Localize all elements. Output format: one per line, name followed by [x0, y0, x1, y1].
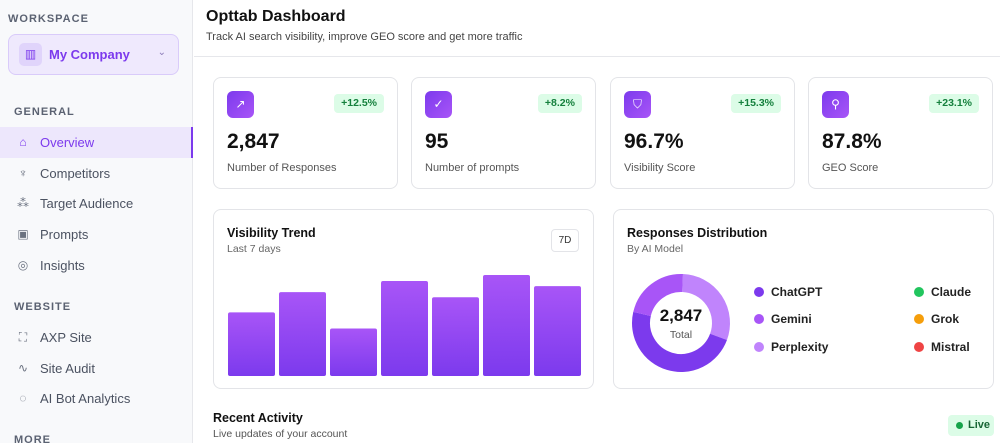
legend-label: Gemini — [771, 312, 812, 326]
trophy-icon: ♆ — [18, 166, 28, 180]
sidebar-item-label: Prompts — [40, 227, 89, 242]
sidebar-item-axp-site[interactable]: ⛶ AXP Site — [0, 322, 193, 353]
workspace-selector[interactable]: ▥ My Company ⌄ — [8, 34, 179, 75]
stat-value: 2,847 — [227, 130, 280, 153]
chevron-down-icon: ⌄ — [157, 47, 166, 58]
bar — [330, 328, 377, 376]
gauge-icon: ◎ — [17, 258, 29, 272]
users-icon: ⁂ — [17, 196, 29, 210]
sidebar-item-insights[interactable]: ◎ Insights — [0, 250, 193, 281]
live-badge: Live — [948, 415, 994, 436]
stat-card-responses: ↗ +12.5% 2,847 Number of Responses — [213, 77, 398, 189]
change-badge: +23.1% — [929, 94, 979, 113]
distribution-card: Responses Distribution By AI Model 2,847… — [613, 209, 994, 389]
bar — [534, 286, 581, 376]
sidebar-item-label: AI Bot Analytics — [40, 391, 131, 406]
sidebar-item-target-audience[interactable]: ⁂ Target Audience — [0, 188, 193, 219]
legend-label: ChatGPT — [771, 285, 823, 299]
sidebar-item-overview[interactable]: ⌂ Overview — [0, 127, 193, 158]
stat-card-visibility: ⛉ +15.3% 96.7% Visibility Score — [610, 77, 795, 189]
donut-total-label: Total — [669, 329, 693, 341]
stat-card-geo: ⚲ +23.1% 87.8% GEO Score — [808, 77, 993, 189]
stat-value: 87.8% — [822, 130, 882, 153]
live-dot-icon — [956, 422, 963, 429]
terminal-icon: ▣ — [17, 227, 29, 241]
card-subtitle: By AI Model — [627, 243, 684, 255]
page-subtitle: Track AI search visibility, improve GEO … — [206, 31, 523, 43]
page-title: Opttab Dashboard — [206, 8, 346, 25]
sidebar-item-label: Site Audit — [40, 361, 95, 376]
workspace-name: My Company — [49, 47, 130, 62]
stat-value: 96.7% — [624, 130, 684, 153]
stat-label: Number of Responses — [227, 162, 337, 174]
check-circle-icon: ✓ — [425, 91, 452, 118]
change-badge: +12.5% — [334, 94, 384, 113]
section-more: MORE — [14, 434, 51, 446]
sidebar-item-prompts[interactable]: ▣ Prompts — [0, 219, 193, 250]
change-badge: +15.3% — [731, 94, 781, 113]
bar — [228, 312, 275, 376]
legend-label: Claude — [931, 285, 972, 299]
bar-chart — [228, 275, 581, 376]
visibility-trend-card: Visibility Trend Last 7 days 7D — [213, 209, 594, 389]
legend-dot — [754, 342, 764, 352]
card-subtitle: Last 7 days — [227, 243, 281, 255]
legend-label: Perplexity — [771, 340, 829, 354]
donut-slice-gemini — [633, 274, 683, 317]
sidebar-item-ai-bot-analytics[interactable]: ◌ AI Bot Analytics — [0, 383, 193, 414]
legend-dot — [914, 287, 924, 297]
recent-activity-subtitle: Live updates of your account — [213, 428, 348, 440]
stat-label: Number of prompts — [425, 162, 520, 174]
sidebar: WORKSPACE ▥ My Company ⌄ GENERAL ⌂ Overvi… — [0, 0, 193, 446]
section-general: GENERAL — [14, 106, 75, 118]
workspace-label: WORKSPACE — [8, 13, 89, 25]
legend-dot — [914, 342, 924, 352]
stat-label: GEO Score — [822, 162, 879, 174]
building-icon: ▥ — [19, 43, 42, 66]
donut-slice-chatgpt — [632, 311, 727, 372]
bar — [483, 275, 530, 376]
sidebar-item-label: Insights — [40, 258, 85, 273]
recent-activity-title: Recent Activity — [213, 411, 303, 425]
legend-dot — [754, 314, 764, 324]
section-website: WEBSITE — [14, 301, 72, 313]
trending-up-icon: ↗ — [227, 91, 254, 118]
donut-total: 2,847 — [659, 306, 703, 325]
legend-label: Mistral — [931, 340, 970, 354]
shield-check-icon: ⛉ — [624, 91, 651, 118]
legend-label: Grok — [931, 312, 960, 326]
change-badge: +8.2% — [537, 94, 582, 113]
scan-icon: ⛶ — [18, 330, 28, 344]
legend-dot — [914, 314, 924, 324]
live-label: Live — [968, 419, 991, 431]
card-title: Responses Distribution — [627, 226, 768, 240]
bar — [432, 297, 479, 376]
bar — [381, 281, 428, 376]
sidebar-item-site-audit[interactable]: ∿ Site Audit — [0, 353, 193, 384]
card-title: Visibility Trend — [227, 226, 316, 240]
stat-card-prompts: ✓ +8.2% 95 Number of prompts — [411, 77, 596, 189]
range-button[interactable]: 7D — [551, 229, 579, 252]
chat-icon: ◌ — [19, 391, 27, 405]
stat-value: 95 — [425, 130, 449, 153]
sidebar-item-label: Competitors — [40, 166, 111, 181]
sidebar-item-label: Overview — [40, 135, 95, 150]
activity-icon: ∿ — [17, 361, 29, 375]
sidebar-item-label: AXP Site — [40, 330, 92, 345]
donut-slice-perplexity — [681, 274, 730, 340]
stat-label: Visibility Score — [624, 162, 696, 174]
home-icon: ⌂ — [19, 135, 27, 149]
page-header: Opttab Dashboard Track AI search visibil… — [194, 0, 1000, 57]
search-icon: ⚲ — [822, 91, 849, 118]
sidebar-item-label: Target Audience — [40, 196, 134, 211]
legend-dot — [754, 287, 764, 297]
sidebar-item-competitors[interactable]: ♆ Competitors — [0, 158, 193, 189]
bar — [279, 292, 326, 376]
donut-chart — [632, 274, 730, 372]
